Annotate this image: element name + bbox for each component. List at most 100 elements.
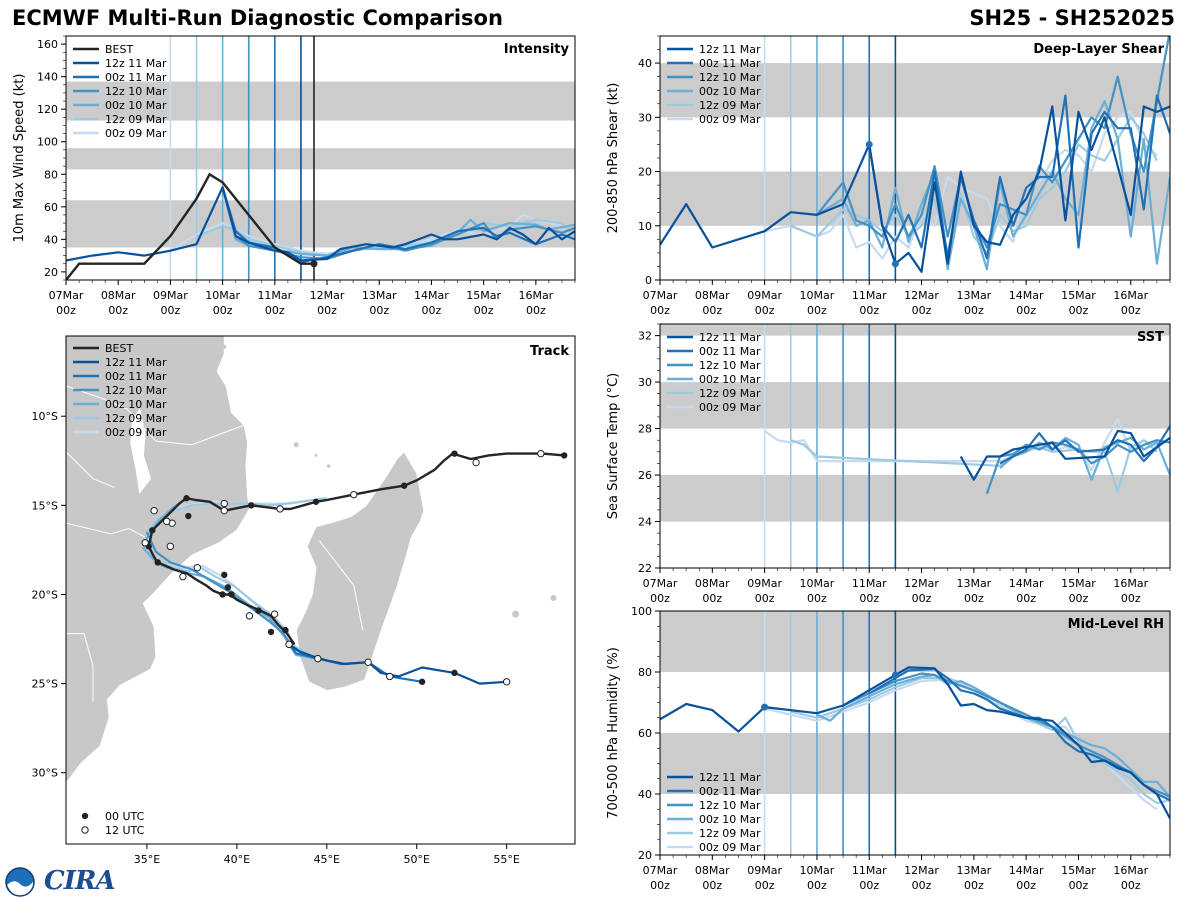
track-point-12utc <box>270 610 279 618</box>
rh-legend-label: 12z 11 Mar <box>699 771 761 784</box>
intensity-xtick-label: 08Mar <box>101 289 136 302</box>
intensity-legend-label: 00z 11 Mar <box>105 71 167 84</box>
intensity-legend-label: 12z 09 Mar <box>105 113 167 126</box>
rh-xtick-label: 14Mar <box>1009 864 1044 877</box>
intensity-xtick-label: 00z <box>317 304 337 317</box>
border-line <box>66 451 115 488</box>
shear-legend-label: 12z 11 Mar <box>699 43 761 56</box>
shear-xtick-label: 00z <box>650 304 670 317</box>
sst-ytick-label: 32 <box>638 330 652 343</box>
track-legend-label: 12z 09 Mar <box>105 412 167 425</box>
track-point-00utc <box>451 669 458 677</box>
track-ytick-label: 15°S <box>32 499 58 512</box>
sst-legend-label: 00z 09 Mar <box>699 401 761 414</box>
rh-xtick-label: 00z <box>755 879 775 892</box>
legend-12utc-label: 12 UTC <box>105 824 145 837</box>
island <box>512 610 520 618</box>
intensity-xtick-label: 14Mar <box>414 289 449 302</box>
sst-xtick-label: 00z <box>912 592 932 605</box>
intensity-xtick-label: 00z <box>422 304 442 317</box>
intensity-ytick-label: 120 <box>37 103 58 116</box>
sst-xtick-label: 00z <box>1069 592 1089 605</box>
track-chart: 35°E 40°E 45°E 50°E 55°E 10°S 15°S 20°S 25°S 30°S… <box>32 335 576 866</box>
sst-xtick-label: 00z <box>964 592 984 605</box>
legend-00utc-label: 00 UTC <box>105 810 145 823</box>
track-xtick-label: 40°E <box>224 853 250 866</box>
rh-xtick-label: 00z <box>912 879 932 892</box>
track-point-12utc <box>220 506 228 515</box>
intensity-legend-label: 12z 11 Mar <box>105 57 167 70</box>
rh-chart: 20 40 60 80 100 07Mar 00z 08Mar 00z 09Mar 00z 10Mar… <box>606 605 1171 892</box>
shear-xtick-label: 00z <box>755 304 775 317</box>
intensity-best-marker <box>310 260 318 268</box>
shear-xtick-label: 00z <box>807 304 827 317</box>
rh-xtick-label: 13Mar <box>956 864 991 877</box>
track-point-12utc <box>276 505 284 513</box>
track-ytick-label: 25°S <box>32 678 58 691</box>
shear-ytick-label: 10 <box>638 220 652 233</box>
border-line <box>319 540 364 631</box>
sst-xtick-label: 08Mar <box>695 577 730 590</box>
shear-ytick-label: 0 <box>645 274 652 287</box>
track-point-12utc <box>166 542 175 551</box>
page-title: ECMWF Multi-Run Diagnostic Comparison <box>12 6 503 30</box>
legend-00utc-marker <box>81 812 89 820</box>
track-legend-label: 00z 11 Mar <box>105 370 167 383</box>
rh-xtick-label: 12Mar <box>904 864 939 877</box>
intensity-plot-area <box>66 36 575 280</box>
track-plot-area <box>66 336 568 785</box>
sst-ylabel: Sea Surface Temp (°C) <box>606 373 621 520</box>
sst-xtick-label: 13Mar <box>956 577 991 590</box>
intensity-band <box>66 148 575 170</box>
shear-legend-label: 12z 10 Mar <box>699 71 761 84</box>
track-series-line <box>288 643 507 685</box>
rh-xtick-label: 15Mar <box>1061 864 1096 877</box>
rh-init-marker <box>761 703 769 711</box>
track-ytick-label: 30°S <box>32 767 58 780</box>
shear-xtick-label: 00z <box>1121 304 1141 317</box>
track-point-00utc <box>248 502 255 509</box>
track-point-12utc <box>350 490 358 499</box>
track-legend-label: 00z 10 Mar <box>105 398 167 411</box>
intensity-legend-label: 00z 09 Mar <box>105 127 167 140</box>
shear-xtick-label: 09Mar <box>747 289 782 302</box>
sst-xtick-label: 10Mar <box>800 577 835 590</box>
rh-ytick-label: 20 <box>638 849 652 862</box>
track-point-12utc <box>472 458 480 467</box>
intensity-xtick-label: 00z <box>265 304 285 317</box>
rh-xtick-label: 00z <box>650 879 670 892</box>
track-point-12utc <box>141 539 149 547</box>
rh-band <box>660 611 1170 672</box>
intensity-ytick-label: 20 <box>44 266 58 279</box>
shear-xtick-label: 15Mar <box>1061 289 1096 302</box>
intensity-xtick-label: 11Mar <box>257 289 292 302</box>
shear-legend-label: 00z 09 Mar <box>699 113 761 126</box>
track-point-00utc <box>561 452 568 459</box>
sst-xtick-label: 00z <box>650 592 670 605</box>
shear-ylabel: 200-850 hPa Shear (kt) <box>606 83 621 234</box>
rh-xtick-label: 09Mar <box>747 864 782 877</box>
shear-chart: 0 10 20 30 40 07Mar 00z 08Mar 00z 09Mar 00z 10Mar 00… <box>606 35 1171 317</box>
shear-xtick-label: 16Mar <box>1113 289 1148 302</box>
rh-legend-label: 00z 10 Mar <box>699 813 761 826</box>
shear-legend-label: 12z 09 Mar <box>699 99 761 112</box>
track-ytick-label: 10°S <box>32 410 58 423</box>
track-point-12utc <box>193 564 201 572</box>
sst-series-line <box>959 429 1170 481</box>
intensity-legend-label: 00z 10 Mar <box>105 99 167 112</box>
intensity-xtick-label: 16Mar <box>518 289 553 302</box>
sst-band <box>660 382 1170 429</box>
shear-xtick-label: 12Mar <box>904 289 939 302</box>
intensity-xtick-label: 00z <box>108 304 128 317</box>
track-point-00utc <box>154 559 161 566</box>
rh-legend-label: 12z 10 Mar <box>699 799 761 812</box>
intensity-ytick-label: 160 <box>37 38 58 51</box>
cira-logo: CIRA <box>4 866 116 898</box>
track-point-12utc <box>314 654 322 663</box>
intensity-ytick-label: 40 <box>44 233 58 246</box>
shear-series-line <box>660 105 1170 273</box>
track-point-00utc <box>224 584 232 591</box>
intensity-xtick-label: 00z <box>474 304 494 317</box>
rh-xtick-label: 00z <box>1069 879 1089 892</box>
shear-xtick-label: 14Mar <box>1009 289 1044 302</box>
